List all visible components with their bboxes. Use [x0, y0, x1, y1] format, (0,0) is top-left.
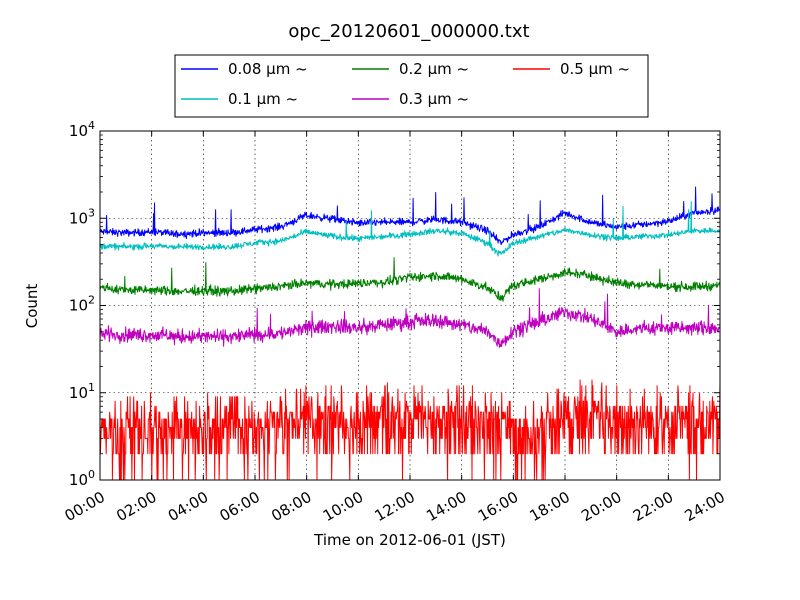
series-line [99, 201, 721, 257]
x-tick-label: 22:00 [630, 488, 676, 525]
legend-label: 0.3 μm ~ [399, 90, 469, 108]
series-line [99, 186, 721, 246]
x-axis-label: Time on 2012-06-01 (JST) [313, 531, 506, 549]
y-tick-label: 103 [69, 206, 95, 227]
x-tick-label: 24:00 [682, 488, 728, 525]
plot-area [99, 130, 721, 481]
x-tick-label: 14:00 [423, 488, 469, 525]
chart-title: opc_20120601_000000.txt [288, 21, 529, 42]
y-tick-label: 102 [69, 294, 95, 315]
x-tick-label: 12:00 [372, 488, 418, 525]
x-tick-label: 00:00 [62, 488, 108, 525]
x-tick-label: 02:00 [113, 488, 159, 525]
x-tick-label: 04:00 [165, 488, 211, 525]
series-line [99, 257, 721, 302]
legend-box [174, 54, 649, 118]
series-line [99, 288, 721, 348]
y-tick-label: 100 [69, 468, 95, 489]
x-tick-label: 10:00 [320, 488, 366, 525]
legend-label: 0.1 μm ~ [228, 90, 298, 108]
legend: 0.08 μm ~ 0.2 μm ~ 0.5 μm ~ 0.1 μm ~ 0.3 μm … [174, 54, 649, 118]
y-tick-label: 101 [69, 381, 95, 402]
legend-items: 0.08 μm ~ 0.2 μm ~ 0.5 μm ~ 0.1 μm ~ 0.3 μm … [181, 60, 630, 108]
x-tick-label: 16:00 [475, 488, 521, 525]
legend-label: 0.08 μm ~ [228, 60, 308, 78]
x-tick-label: 18:00 [527, 488, 573, 525]
y-axis-label: Count [23, 284, 41, 329]
x-tick-label: 20:00 [578, 488, 624, 525]
y-tick-labels: 100 101 102 103 104 [69, 119, 95, 489]
ticks [99, 130, 721, 481]
x-tick-label: 08:00 [268, 488, 314, 525]
x-tick-label: 06:00 [217, 488, 263, 525]
series-line [99, 379, 721, 481]
legend-label: 0.5 μm ~ [560, 60, 630, 78]
x-tick-labels: 00:00 02:00 04:00 06:00 08:00 10:00 12:00 14:00… [62, 488, 728, 525]
legend-label: 0.2 μm ~ [399, 60, 469, 78]
series-layer [99, 186, 721, 481]
y-tick-label: 104 [69, 119, 95, 140]
